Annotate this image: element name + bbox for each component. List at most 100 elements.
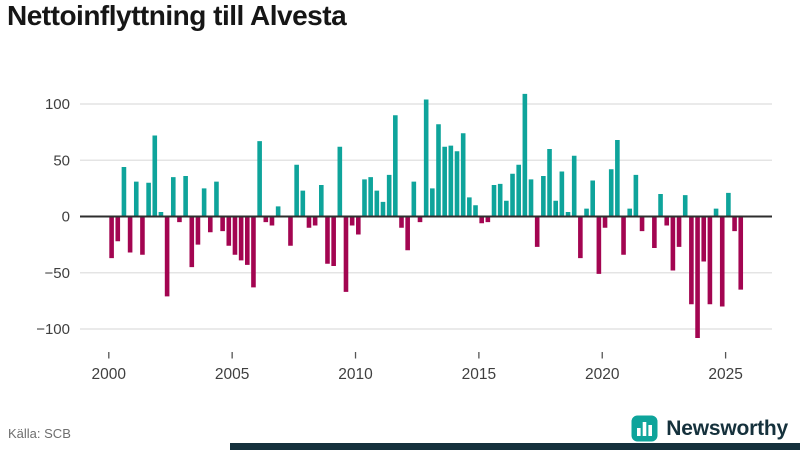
- bar-2002Q1: [158, 212, 164, 217]
- bar-2023Q4: [695, 216, 700, 338]
- bar-2021Q3: [639, 216, 645, 232]
- source-label: Källa: SCB: [8, 426, 71, 441]
- bar-2003Q3: [195, 216, 201, 245]
- bar-2024Q3: [713, 208, 719, 217]
- x-axis-label: 2015: [462, 366, 496, 383]
- bar-2020Q2: [608, 169, 614, 217]
- chart-title: Nettoinflyttning till Alvesta: [7, 0, 347, 31]
- bar-2010Q1: [356, 216, 361, 235]
- bar-2016Q4: [522, 93, 528, 217]
- bar-2023Q3: [689, 216, 694, 305]
- bar-2018Q2: [559, 171, 565, 217]
- bar-2016Q3: [516, 164, 521, 217]
- x-axis-label: 2005: [215, 366, 249, 383]
- bar-2003Q4: [201, 188, 207, 217]
- bar-2023Q2: [682, 195, 688, 217]
- newsworthy-logo: Newsworthy: [631, 415, 788, 442]
- bar-2023Q1: [676, 216, 682, 247]
- bar-2025Q1: [726, 192, 731, 217]
- bar-2003Q1: [183, 176, 188, 217]
- bar-2009Q4: [349, 216, 355, 226]
- bar-2010Q2: [362, 179, 367, 217]
- bar-2002Q2: [164, 216, 170, 297]
- bar-2024Q1: [701, 216, 707, 262]
- bar-2010Q3: [368, 177, 373, 217]
- bar-2005Q1: [232, 216, 238, 255]
- y-axis-label: −100: [36, 321, 70, 338]
- bar-2022Q4: [670, 216, 676, 271]
- bar-2009Q2: [337, 146, 343, 217]
- bar-2016Q2: [510, 173, 515, 217]
- bar-2003Q2: [189, 216, 195, 268]
- brand-name: Newsworthy: [666, 416, 788, 440]
- bar-2018Q1: [553, 200, 558, 217]
- bar-2020Q3: [615, 140, 620, 217]
- bar-2019Q4: [596, 216, 602, 274]
- bar-2008Q1: [306, 216, 312, 228]
- bar-2018Q4: [571, 155, 577, 217]
- bar-2019Q1: [578, 216, 583, 259]
- y-axis-label: 50: [53, 152, 70, 169]
- bar-2000Q3: [121, 167, 127, 217]
- bar-2009Q1: [331, 216, 336, 266]
- bar-2011Q4: [399, 216, 404, 228]
- bar-2019Q2: [584, 208, 589, 217]
- bar-2001Q2: [140, 216, 145, 255]
- y-axis-label: −50: [45, 265, 70, 282]
- bar-2006Q4: [275, 206, 281, 217]
- bar-2015Q2: [485, 216, 491, 223]
- bar-2019Q3: [590, 180, 595, 217]
- bar-2007Q2: [288, 216, 293, 246]
- bar-2006Q3: [269, 216, 275, 226]
- bar-2025Q2: [732, 216, 737, 232]
- x-axis-label: 2025: [708, 366, 742, 383]
- bar-2012Q2: [411, 181, 417, 217]
- bar-chart-icon: [631, 415, 658, 442]
- bar-2001Q3: [146, 182, 151, 217]
- bar-2006Q1: [257, 141, 262, 217]
- bar-2007Q3: [294, 164, 299, 217]
- bar-2010Q4: [374, 190, 380, 217]
- bar-2008Q3: [319, 185, 324, 217]
- bar-2021Q2: [633, 174, 639, 217]
- bar-2018Q3: [565, 212, 571, 217]
- bar-2021Q1: [627, 208, 633, 217]
- bar-2014Q2: [460, 133, 466, 217]
- bar-2012Q3: [417, 216, 423, 223]
- bar-2014Q4: [473, 205, 478, 217]
- bar-2017Q3: [541, 176, 546, 217]
- bar-2009Q3: [343, 216, 349, 292]
- bar-2004Q3: [220, 216, 225, 232]
- x-axis-label: 2010: [338, 366, 373, 383]
- bar-2011Q2: [386, 174, 392, 217]
- bar-2008Q4: [325, 216, 330, 264]
- bar-2013Q1: [430, 188, 435, 217]
- bar-2013Q3: [442, 146, 447, 217]
- bar-2022Q3: [664, 216, 670, 226]
- bar-2011Q3: [393, 115, 398, 217]
- bar-2000Q1: [109, 216, 114, 259]
- bar-2000Q4: [127, 216, 133, 253]
- bar-2022Q1: [652, 216, 657, 248]
- bar-2020Q4: [621, 216, 626, 255]
- bar-2017Q1: [528, 179, 534, 217]
- y-axis-label: 0: [62, 209, 70, 226]
- bar-2017Q2: [534, 216, 540, 247]
- bar-2016Q1: [504, 200, 509, 217]
- bar-2000Q2: [115, 216, 121, 242]
- bar-2001Q4: [152, 135, 158, 217]
- bar-2015Q3: [491, 185, 497, 217]
- bar-2013Q2: [436, 124, 441, 217]
- bar-2024Q4: [719, 216, 725, 307]
- bar-2001Q1: [133, 181, 139, 217]
- bar-2014Q1: [454, 151, 460, 217]
- bar-2002Q4: [177, 216, 182, 223]
- bar-2011Q1: [380, 201, 386, 217]
- bar-2004Q2: [214, 181, 219, 217]
- bar-2005Q2: [238, 216, 244, 261]
- bar-2022Q2: [658, 194, 663, 217]
- bar-2004Q1: [207, 216, 213, 233]
- bar-2012Q1: [405, 216, 410, 251]
- bar-2020Q1: [602, 216, 608, 228]
